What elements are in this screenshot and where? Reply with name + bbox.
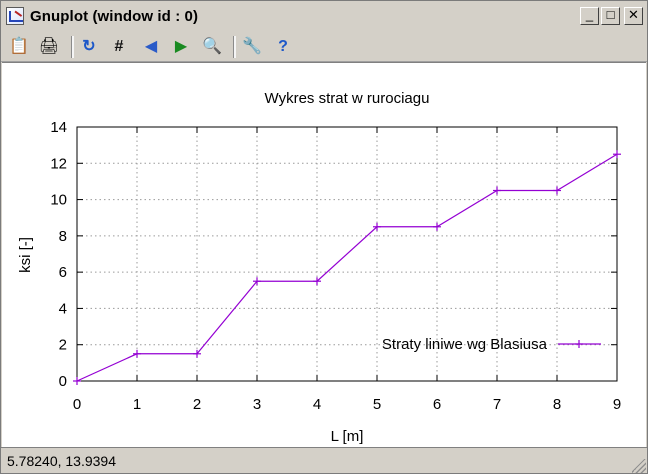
replot-icon: ↻ (82, 37, 96, 55)
y-tick-label: 10 (50, 192, 67, 209)
grid-icon: # (114, 37, 124, 55)
close-icon: ✕ (628, 7, 639, 22)
replot-button[interactable]: ↻ (77, 35, 101, 58)
legend-label: Straty liniwe wg Blasiusa (382, 336, 548, 353)
grid-button[interactable]: # (107, 35, 131, 58)
title-bar[interactable]: Gnuplot (window id : 0) _ □ ✕ (1, 1, 647, 33)
autoscale-button[interactable]: 🔍 (200, 35, 224, 58)
y-tick-label: 0 (59, 373, 67, 390)
toolbar-separator (71, 36, 74, 58)
y-tick-label: 4 (59, 300, 67, 317)
minimize-button[interactable]: _ (580, 7, 599, 25)
close-button[interactable]: ✕ (624, 7, 643, 25)
toolbar: 📋 🖨 ↻ # ◀ ▶ 🔍 🔧 ? (1, 32, 647, 62)
x-tick-label: 4 (313, 396, 321, 413)
axis-ticks (76, 126, 618, 382)
x-tick-label: 9 (613, 396, 621, 413)
x-tick-label: 7 (493, 396, 501, 413)
toolbar-separator (233, 36, 236, 58)
zoom-next-button[interactable]: ▶ (169, 35, 193, 58)
clipboard-button[interactable]: 📋 (7, 35, 31, 58)
autoscale-icon: 🔍 (202, 37, 222, 55)
x-tick-label: 8 (553, 396, 561, 413)
y-tick-label: 8 (59, 228, 67, 245)
maximize-icon: □ (606, 7, 615, 22)
x-tick-label: 6 (433, 396, 441, 413)
x-tick-label: 2 (193, 396, 201, 413)
print-button[interactable]: 🖨 (37, 35, 61, 58)
status-bar: 5.78240, 13.9394 (1, 447, 647, 473)
clipboard-icon: 📋 (9, 37, 29, 55)
y-tick-label: 14 (50, 119, 67, 136)
minimize-icon: _ (585, 7, 594, 22)
help-button[interactable]: ? (271, 35, 295, 58)
series-layer (73, 150, 621, 385)
x-tick-label: 0 (73, 396, 81, 413)
print-icon: 🖨 (38, 37, 60, 55)
window-title: Gnuplot (window id : 0) (30, 8, 199, 25)
cursor-coordinates: 5.78240, 13.9394 (7, 453, 116, 469)
series-line (76, 153, 618, 382)
x-axis-label: L [m] (331, 428, 364, 445)
y-tick-label: 6 (59, 264, 67, 281)
gnuplot-app-icon (6, 7, 24, 25)
plot-frame (76, 126, 618, 382)
x-tick-label: 5 (373, 396, 381, 413)
resize-grip-icon[interactable] (632, 459, 646, 473)
maximize-button[interactable]: □ (601, 7, 620, 25)
options-button[interactable]: 🔧 (240, 35, 264, 58)
y-tick-label: 2 (59, 337, 67, 354)
grid-lines (77, 127, 617, 381)
zoom-previous-button[interactable]: ◀ (139, 35, 163, 58)
x-tick-label: 1 (133, 396, 141, 413)
zoom-next-icon: ▶ (174, 37, 188, 55)
y-axis-label: ksi [-] (17, 237, 34, 273)
chart-title: Wykres strat w rurociagu (265, 90, 430, 107)
zoom-previous-icon: ◀ (144, 37, 158, 55)
x-tick-label: 3 (253, 396, 261, 413)
plot-area[interactable]: 0 1 2 3 4 5 6 7 8 9 0 2 4 6 8 10 12 14 Wykres strat w rur… (2, 62, 646, 448)
options-icon: 🔧 (242, 37, 262, 55)
help-icon: ? (278, 37, 288, 55)
y-tick-label: 12 (50, 155, 67, 172)
